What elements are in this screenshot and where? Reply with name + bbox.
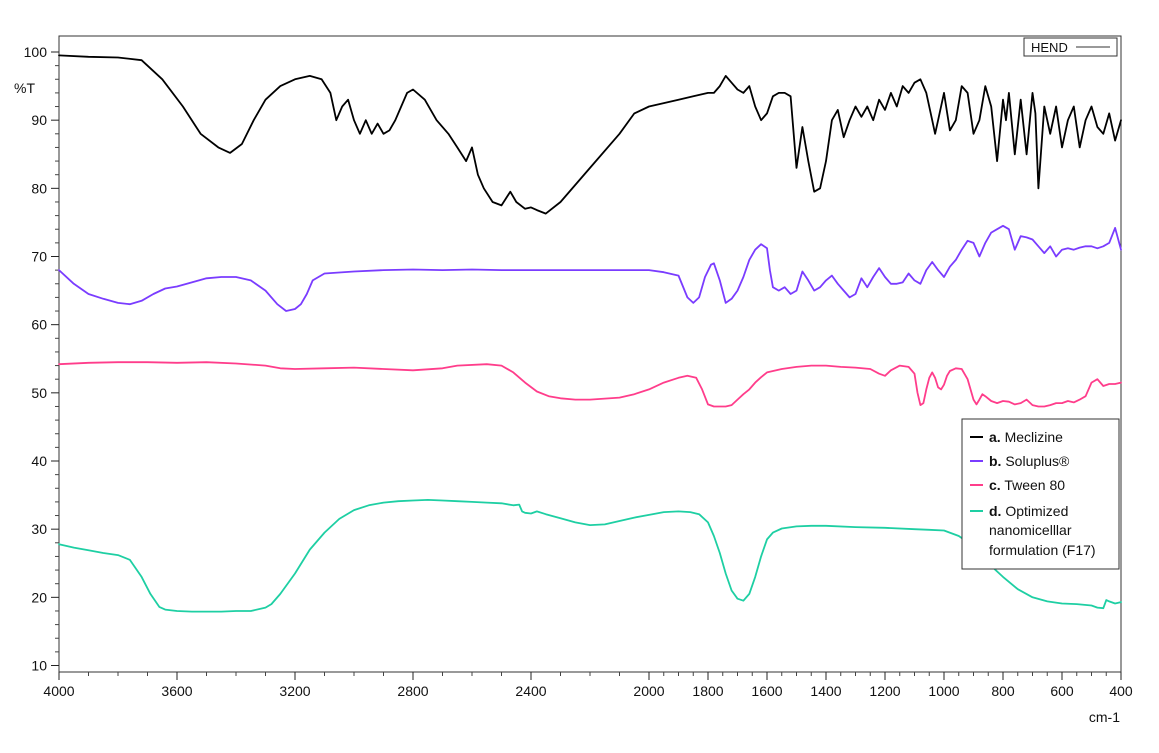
legend-entry-d: d. Optimized	[989, 503, 1068, 519]
y-tick-label: 10	[31, 658, 47, 674]
y-tick-label: 20	[31, 589, 47, 605]
x-tick-label: 3200	[279, 683, 310, 699]
legend-entry-c: c. Tween 80	[989, 477, 1065, 493]
y-tick-label: 40	[31, 453, 47, 469]
y-tick-label: 60	[31, 317, 47, 333]
x-tick-label: 2000	[633, 683, 664, 699]
axes-layer: 4000 3600 3200 2800 2400 2000 1800 1600 1400 1200…	[24, 44, 1133, 699]
legend-entry-a: a. Meclizine	[989, 429, 1063, 445]
x-tick-label: 2400	[515, 683, 546, 699]
x-tick-label: 1400	[810, 683, 841, 699]
x-axis-label: cm-1	[1089, 709, 1120, 725]
legend-entry-d-line2: nanomicelllar	[989, 522, 1072, 538]
y-tick-label: 80	[31, 180, 47, 196]
series-line-b-soluplus	[58, 224, 1122, 312]
hend-tag: HEND	[1023, 37, 1118, 57]
legend-entry-b: b. Soluplus®	[989, 453, 1070, 469]
series-layer	[58, 54, 1122, 613]
legend-name-b: Soluplus®	[1005, 453, 1070, 469]
legend-entry-d-line3: formulation (F17)	[989, 542, 1096, 558]
x-tick-label: 2800	[397, 683, 428, 699]
y-tick-label: 100	[24, 44, 48, 60]
y-tick-label: 70	[31, 249, 47, 265]
legend-letter-d: d.	[989, 503, 1001, 519]
x-tick-label: 800	[991, 683, 1015, 699]
legend-name-c: Tween 80	[1004, 477, 1065, 493]
series-line-c-tween-80	[58, 361, 1122, 408]
x-tick-label: 400	[1109, 683, 1133, 699]
legend-name-d: Optimized	[1005, 503, 1068, 519]
x-tick-label: 4000	[43, 683, 74, 699]
y-tick-label: 50	[31, 385, 47, 401]
legend-letter-a: a.	[989, 429, 1001, 445]
y-tick-label: 90	[31, 112, 47, 128]
plot-frame	[58, 35, 1122, 673]
hend-tag-box	[1023, 37, 1118, 57]
x-tick-label: 1800	[692, 683, 723, 699]
legend-name-a: Meclizine	[1005, 429, 1064, 445]
y-axis-label: %T	[14, 80, 35, 96]
legend-letter-b: b.	[989, 453, 1001, 469]
legend-letter-c: c.	[989, 477, 1001, 493]
hend-tag-text: HEND	[1031, 40, 1068, 55]
x-tick-label: 1000	[928, 683, 959, 699]
legend-box	[961, 418, 1120, 570]
x-tick-label: 1600	[751, 683, 782, 699]
x-tick-label: 1200	[869, 683, 900, 699]
x-tick-label: 600	[1050, 683, 1074, 699]
x-tick-label: 3600	[161, 683, 192, 699]
series-line-a-meclizine	[58, 54, 1122, 215]
legend: a. Meclizine b. Soluplus® c. Tween 80 d.…	[961, 418, 1120, 570]
y-tick-label: 30	[31, 521, 47, 537]
